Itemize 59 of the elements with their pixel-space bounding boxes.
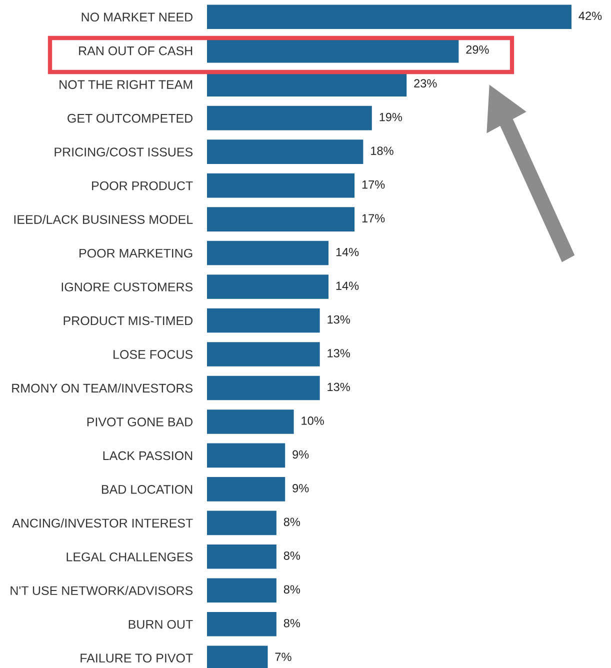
y-tick-label: POOR PRODUCT: [92, 181, 193, 190]
bar: [207, 477, 286, 502]
data-label: 8%: [284, 551, 300, 560]
bar: [207, 140, 364, 164]
y-tick-label: NOT THE RIGHT TEAM: [60, 80, 192, 89]
bar: [207, 274, 328, 299]
bar: [207, 308, 320, 333]
bar: [207, 410, 294, 434]
bar: [207, 544, 276, 569]
bar: [207, 106, 372, 130]
bar: [207, 443, 286, 468]
y-tick-label: FAILURE TO PIVOT: [80, 654, 193, 663]
y-tick-label: POOR MARKETING: [80, 248, 192, 258]
y-tick-label: ANCING/INVESTOR INTEREST: [12, 518, 193, 528]
data-label: 14%: [336, 248, 359, 256]
data-label: 8%: [284, 518, 300, 526]
y-tick-label: NO MARKET NEED: [82, 12, 193, 22]
data-label: 14%: [336, 282, 359, 290]
data-label: 8%: [284, 618, 300, 628]
y-tick-label: N'T USE NETWORK/ADVISORS: [10, 586, 193, 596]
bar: [207, 173, 355, 198]
data-label: 13%: [328, 315, 350, 324]
y-tick-label: LEGAL CHALLENGES: [66, 552, 193, 562]
data-label: 13%: [328, 349, 350, 358]
y-tick-label: RAN OUT OF CASH: [79, 46, 192, 56]
y-tick-label: GET OUTCOMPETED: [68, 114, 193, 123]
data-label: 9%: [292, 450, 309, 459]
y-tick-label: PIVOT GONE BAD: [87, 418, 193, 426]
y-tick-label: IEED/LACK BUSINESS MODEL: [14, 214, 193, 224]
data-label: 19%: [380, 112, 402, 122]
bar: [207, 4, 572, 30]
y-tick-label: RMONY ON TEAM/INVESTORS: [12, 383, 193, 393]
y-tick-label: IGNORE CUSTOMERS: [62, 282, 193, 292]
bar: [207, 240, 328, 266]
bar: [207, 38, 459, 63]
y-tick-label: BAD LOCATION: [102, 484, 192, 494]
data-label: 18%: [371, 146, 394, 155]
y-tick-label: PRICING/COST ISSUES: [54, 147, 193, 156]
bar: [207, 207, 355, 232]
y-tick-label: PRODUCT MIS-TIMED: [64, 316, 193, 326]
data-label: 7%: [275, 652, 292, 661]
data-label: 29%: [466, 45, 489, 54]
bar: [207, 342, 320, 366]
bar: [207, 72, 407, 96]
bar: [207, 510, 276, 536]
data-label: 17%: [362, 214, 385, 222]
bar: [207, 376, 320, 400]
bar: [207, 578, 276, 603]
data-label: 9%: [292, 484, 309, 492]
y-tick-label: LACK PASSION: [103, 451, 192, 460]
bar: [207, 612, 276, 636]
data-label: 10%: [302, 416, 324, 425]
data-label: 13%: [328, 382, 350, 392]
y-tick-label: BURN OUT: [128, 620, 193, 629]
data-label: 17%: [362, 180, 385, 189]
data-label: 23%: [414, 79, 437, 88]
data-label: 8%: [284, 585, 300, 594]
data-label: 42%: [578, 12, 602, 20]
y-tick-label: LOSE FOCUS: [114, 350, 193, 359]
